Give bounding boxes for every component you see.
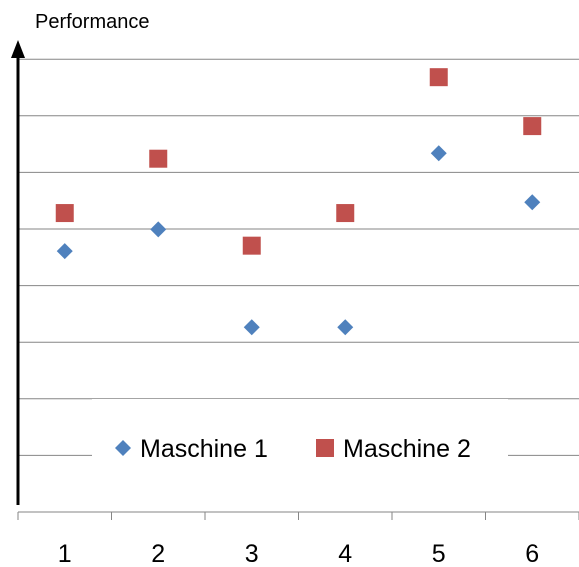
grid-lines <box>18 58 579 456</box>
y-axis-arrowhead <box>11 40 25 58</box>
maschine-2-point <box>149 149 168 168</box>
x-tick-label: 2 <box>151 540 165 567</box>
y-axis: Performance <box>11 11 150 505</box>
legend-label-maschine-1: Maschine 1 <box>140 435 268 463</box>
x-tick-label: 5 <box>432 540 446 567</box>
maschine-1-point <box>56 243 73 260</box>
x-axis: 1 2 3 4 5 6 <box>17 511 579 567</box>
x-tick-label: 3 <box>245 540 259 567</box>
maschine-1-point <box>337 319 354 336</box>
maschine-2-point <box>523 117 542 136</box>
legend-background <box>92 399 508 491</box>
legend-label-maschine-2: Maschine 2 <box>343 435 471 463</box>
maschine-2-point <box>429 68 448 87</box>
x-tick-label: 1 <box>58 540 72 567</box>
maschine-2-point <box>242 236 261 255</box>
maschine-1-point <box>243 319 260 336</box>
maschine-1-point <box>150 221 167 238</box>
maschine-2-point <box>336 204 355 223</box>
maschine-2-point <box>55 204 74 223</box>
legend-marker-maschine-1 <box>115 440 131 456</box>
legend-marker-maschine-2 <box>316 439 334 457</box>
legend: Maschine 1 Maschine 2 <box>92 399 508 491</box>
data-points <box>55 68 542 336</box>
maschine-1-point <box>430 145 447 162</box>
maschine-1-point <box>524 194 541 211</box>
y-axis-label: Performance <box>35 11 150 33</box>
x-tick-label: 6 <box>525 540 539 567</box>
x-tick-label: 4 <box>338 540 352 567</box>
